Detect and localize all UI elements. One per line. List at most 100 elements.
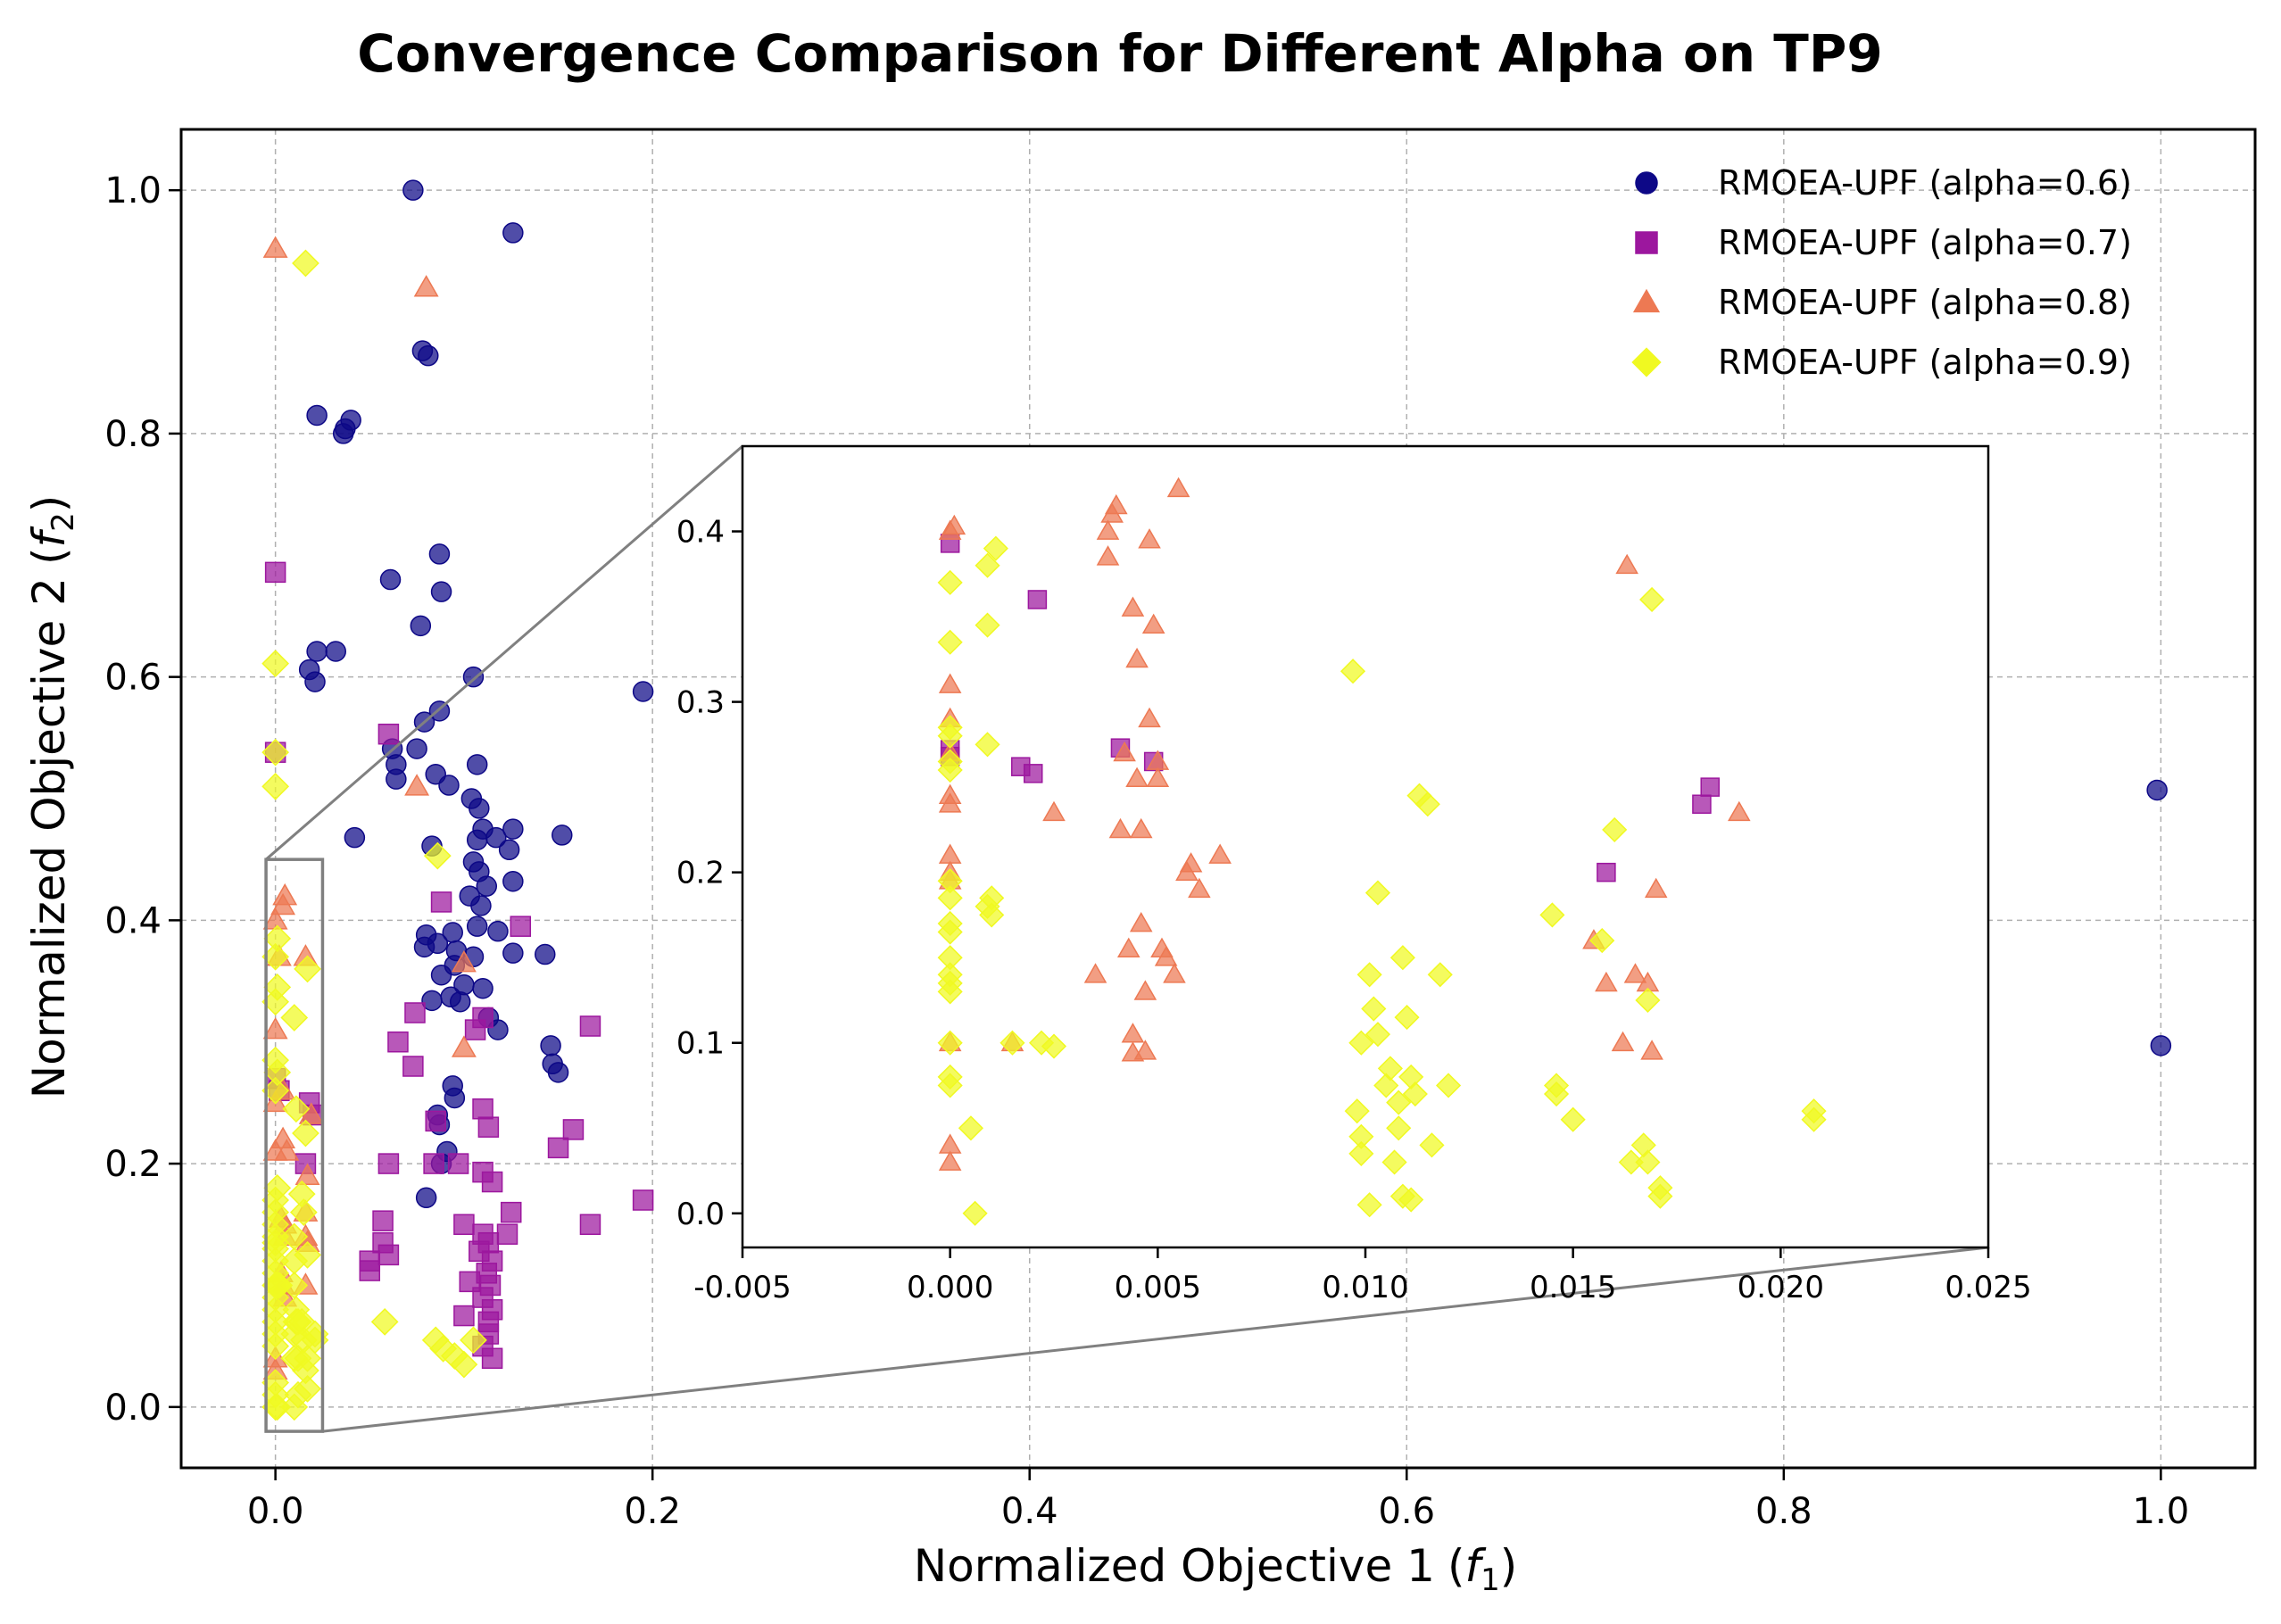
inset-x-tick-label: 0.020 (1738, 1270, 1824, 1305)
inset-point-series-2 (1728, 800, 1751, 822)
inset-point-series-3 (1041, 1033, 1067, 1059)
inset-point-series-2 (1116, 937, 1140, 958)
inset-point-series-2 (1166, 476, 1190, 498)
point-series-1 (386, 768, 407, 790)
point-series-1 (502, 818, 524, 840)
inset-point-series-1 (1692, 794, 1712, 814)
legend: RMOEA-UPF (alpha=0.6) RMOEA-UPF (alpha=0.… (1631, 163, 2132, 382)
point-series-1 (430, 964, 452, 986)
inset-point-series-2 (1141, 613, 1165, 634)
inset-point-series-2 (1163, 963, 1186, 983)
inset-point-series-3 (1356, 1192, 1382, 1218)
y-tick-label: 0.6 (104, 658, 162, 699)
inset-point-series-3 (1414, 791, 1440, 817)
inset-axis-ticks: -0.005 0.000 0.005 0.010 0.015 0.020 0.025 0.0 0… (676, 515, 2032, 1305)
point-series-1 (379, 568, 402, 591)
point-series-2 (510, 916, 532, 937)
point-series-2 (481, 1347, 503, 1370)
inset-point-series-3 (1348, 1140, 1374, 1166)
inset-point-series-3 (1589, 928, 1615, 954)
point-series-1 (502, 222, 524, 244)
y-tick-label: 0.2 (104, 1144, 162, 1185)
inset-data-points (937, 476, 1827, 1226)
inset-point-series-3 (958, 1115, 983, 1141)
inset-point-series-3 (1639, 586, 1665, 613)
inset-point-series-3 (1389, 945, 1415, 971)
point-series-2 (377, 1244, 400, 1266)
point-series-2 (447, 1153, 469, 1174)
inset-point-series-3 (1381, 1149, 1407, 1175)
inset-point-series-2 (942, 514, 966, 535)
point-series-1 (540, 1035, 561, 1056)
point-series-4 (370, 1308, 399, 1336)
inset-point-series-3 (1344, 1098, 1370, 1124)
inset-point-series-3 (1394, 1005, 1420, 1031)
inset-point-series-3 (937, 979, 963, 1005)
legend-label-4: RMOEA-UPF (alpha=0.9) (1718, 343, 2132, 382)
inset-point-series-2 (1179, 852, 1203, 873)
point-series-1 (344, 826, 366, 849)
point-series-3 (262, 236, 288, 258)
inset-point-series-2 (1188, 877, 1211, 899)
plot-frame (179, 128, 2257, 1470)
inset-point-series-3 (1427, 962, 1453, 988)
point-series-2 (359, 1260, 381, 1281)
inset-point-series-3 (937, 1073, 963, 1098)
point-series-2 (632, 1189, 654, 1211)
inset-point-series-2 (1133, 1040, 1157, 1060)
inset-y-tick-label: 0.0 (676, 1197, 725, 1232)
inset-point-series-2 (938, 673, 962, 693)
point-series-2 (579, 1214, 601, 1236)
x-tick-label: 0.0 (247, 1491, 304, 1532)
inset-point-series-3 (999, 1030, 1025, 1056)
inset-point-series-3 (1361, 996, 1387, 1022)
point-series-2 (387, 1031, 409, 1053)
inset-point-series-2 (1121, 596, 1145, 617)
inset-point-series-2 (1644, 877, 1668, 899)
inset-point-series-3 (1539, 902, 1565, 928)
inset-point-series-3 (1348, 1030, 1374, 1056)
y-axis-label-text: Normalized Objective 2 (23, 577, 75, 1098)
y-tick-label: 1.0 (104, 170, 162, 211)
x-axis-label-text: Normalized Objective 1 (914, 1540, 1435, 1592)
inset-point-series-2 (1083, 963, 1107, 983)
point-series-1 (415, 1187, 437, 1209)
point-series-4 (450, 1350, 478, 1379)
point-series-2 (402, 1056, 424, 1077)
point-series-1 (466, 754, 488, 775)
inset-point-series-3 (983, 535, 1008, 561)
x-axis-label-paren-open: ( (1447, 1540, 1465, 1592)
point-series-2 (430, 891, 452, 913)
point-series-3 (404, 774, 430, 796)
point-series-1 (552, 824, 573, 846)
inset-point-series-3 (1635, 1149, 1661, 1175)
point-series-1 (485, 826, 507, 849)
point-series-2 (377, 1153, 400, 1174)
data-points (261, 179, 2172, 1421)
inset-point-series-2 (1623, 963, 1647, 983)
point-series-2 (423, 1153, 444, 1174)
inset-point-series-3 (1801, 1106, 1827, 1132)
point-series-1 (449, 990, 471, 1013)
point-series-2 (579, 1015, 601, 1037)
inset-point-series-2 (1640, 1040, 1663, 1060)
inset-point-series-2 (1129, 911, 1153, 932)
point-series-1 (418, 344, 439, 367)
legend-marker-3 (1632, 288, 1661, 313)
x-axis-label-subscript: 1 (1481, 1562, 1500, 1598)
inset-point-series-2 (1042, 800, 1066, 822)
inset-point-series-3 (975, 732, 1000, 758)
inset-point-series-3 (1436, 1073, 1462, 1098)
y-axis-label-paren-open: ( (23, 548, 75, 566)
chart-title: Convergence Comparison for Different Alp… (357, 23, 1882, 84)
inset-point-series-2 (1125, 647, 1149, 668)
inset-point-series-2 (1615, 553, 1638, 575)
inset-point-series-3 (1373, 1073, 1399, 1098)
inset-point-series-3 (937, 569, 963, 595)
point-series-4 (423, 841, 452, 870)
x-tick-label: 0.2 (624, 1491, 681, 1532)
point-series-1 (466, 916, 488, 937)
inset-y-tick-label: 0.3 (676, 685, 725, 721)
point-series-1 (462, 666, 485, 688)
point-series-1 (421, 990, 443, 1012)
